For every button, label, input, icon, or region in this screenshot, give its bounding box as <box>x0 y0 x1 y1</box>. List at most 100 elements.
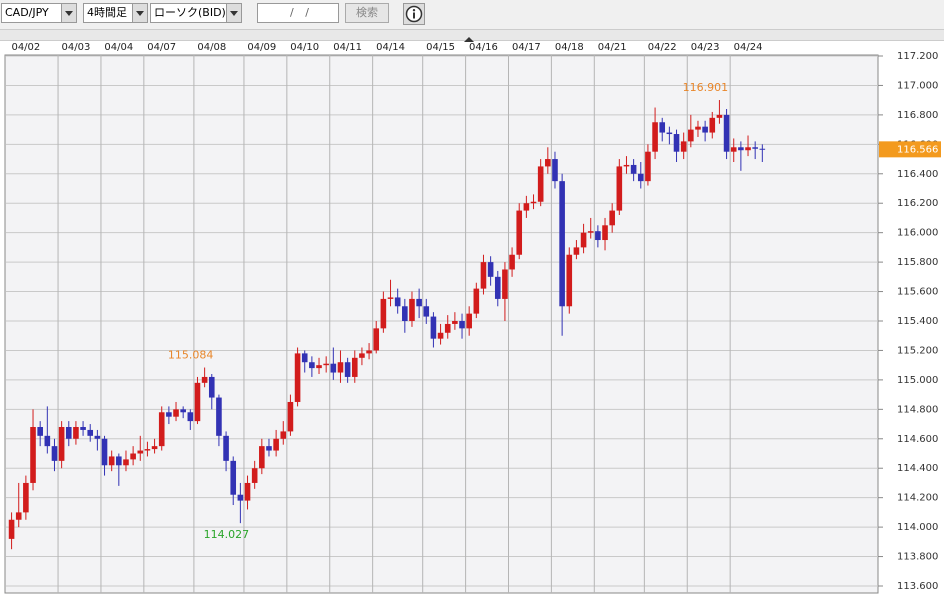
candle-body <box>437 332 444 339</box>
candle-body <box>466 313 472 329</box>
plot-area <box>4 54 879 594</box>
timeframe: 4時間足 <box>87 6 127 19</box>
pair-select[interactable]: CAD/JPY <box>1 3 77 23</box>
x-tick-label: 04/04 <box>104 42 133 53</box>
candle-body <box>573 247 580 255</box>
y-tick-label: 116.200 <box>897 198 938 209</box>
candle-body <box>494 276 501 299</box>
candle-body <box>301 353 308 363</box>
y-tick-label: 117.200 <box>897 51 938 62</box>
toolbar: CAD/JPY 4時間足 ローソク(BID) / / 検索 <box>0 0 944 30</box>
candle-body <box>730 147 737 152</box>
candle-body <box>244 482 251 501</box>
chart-kind-select[interactable]: ローソク(BID) <box>150 3 242 23</box>
candle-body <box>530 201 537 204</box>
date: / / <box>290 6 309 19</box>
candle-body <box>201 376 208 383</box>
candle-body <box>459 321 465 329</box>
dropdown-arrow <box>61 4 76 22</box>
candle-body <box>716 114 723 118</box>
candle-body <box>137 450 144 454</box>
dropdown-arrow <box>132 4 147 22</box>
candle-body <box>58 427 65 461</box>
candle-body <box>359 353 365 358</box>
candle-body <box>423 306 430 317</box>
candle-body <box>537 166 544 202</box>
candle-body <box>101 438 108 466</box>
candle-body <box>545 159 551 167</box>
price-annotation: 116.901 <box>683 81 729 94</box>
candle-body <box>65 427 72 439</box>
search-button[interactable]: 検索 <box>345 3 389 23</box>
x-tick-label: 04/15 <box>426 42 455 53</box>
candle-body <box>166 412 172 417</box>
candle-body <box>73 427 79 439</box>
candle-body <box>223 435 229 461</box>
candle-body <box>602 225 608 241</box>
y-tick-label: 116.400 <box>897 169 938 180</box>
candle-body <box>30 427 36 483</box>
candle-body <box>609 210 615 226</box>
candle-body <box>330 363 337 373</box>
candle-body <box>487 262 494 277</box>
candle-body <box>695 126 701 130</box>
candle-body <box>752 147 758 149</box>
candle-body <box>709 117 716 133</box>
y-tick-label: 116.800 <box>897 110 938 121</box>
candle-body <box>559 181 565 307</box>
x-tick-label: 04/08 <box>197 42 226 53</box>
y-tick-label: 117.000 <box>897 80 938 91</box>
y-tick-label: 116.000 <box>897 228 938 239</box>
candle-body <box>123 459 129 466</box>
candle-body <box>323 363 329 366</box>
candle-body <box>502 269 508 299</box>
candle-body <box>273 438 279 451</box>
candle-body <box>216 397 222 436</box>
candle-body <box>208 376 215 398</box>
x-tick-label: 04/11 <box>333 42 362 53</box>
candle-body <box>173 409 179 417</box>
candle-body <box>251 468 258 483</box>
candle-body <box>116 456 122 466</box>
candle-body <box>480 262 487 289</box>
x-tick-label: 04/22 <box>648 42 677 53</box>
collapse-bar[interactable] <box>0 30 944 42</box>
chart: 113.600 113.800 114.000 114.200 114.400 114.6… <box>4 42 941 594</box>
candle-body <box>587 231 594 233</box>
candle-body <box>366 350 372 354</box>
candle-body <box>80 427 86 430</box>
y-tick-label: 113.800 <box>897 552 938 563</box>
candle-body <box>237 494 244 501</box>
candle-body <box>194 382 201 422</box>
candle-body <box>666 132 673 135</box>
price-annotation: 114.027 <box>204 528 250 541</box>
candle-body <box>723 114 730 152</box>
info-button[interactable] <box>403 3 425 25</box>
candle-body <box>130 453 136 460</box>
date-input[interactable]: / / <box>257 3 339 23</box>
timeframe-select[interactable]: 4時間足 <box>83 3 148 23</box>
candle-body <box>394 297 401 307</box>
candle-body <box>294 353 301 402</box>
candle-body <box>187 412 194 422</box>
y-tick-label: 115.600 <box>897 287 938 298</box>
candle-body <box>351 357 358 377</box>
candle-body <box>280 431 287 439</box>
current-price-label: 116.566 <box>897 144 938 155</box>
y-tick-label: 114.000 <box>897 522 938 533</box>
candle-body <box>144 449 151 451</box>
candle-body <box>580 232 587 248</box>
candle-body <box>645 151 651 182</box>
candle-body <box>430 316 437 339</box>
candle-body <box>51 446 58 461</box>
search-label: 検索 <box>356 6 378 19</box>
x-tick-label: 04/10 <box>290 42 319 53</box>
x-tick-label: 04/21 <box>598 42 627 53</box>
candle-body <box>309 362 315 369</box>
candle-body <box>444 323 451 333</box>
candle-body <box>266 446 272 451</box>
candle-body <box>15 512 22 520</box>
candle-body <box>151 446 158 450</box>
candle-body <box>380 298 387 329</box>
y-tick-label: 113.600 <box>897 581 938 592</box>
